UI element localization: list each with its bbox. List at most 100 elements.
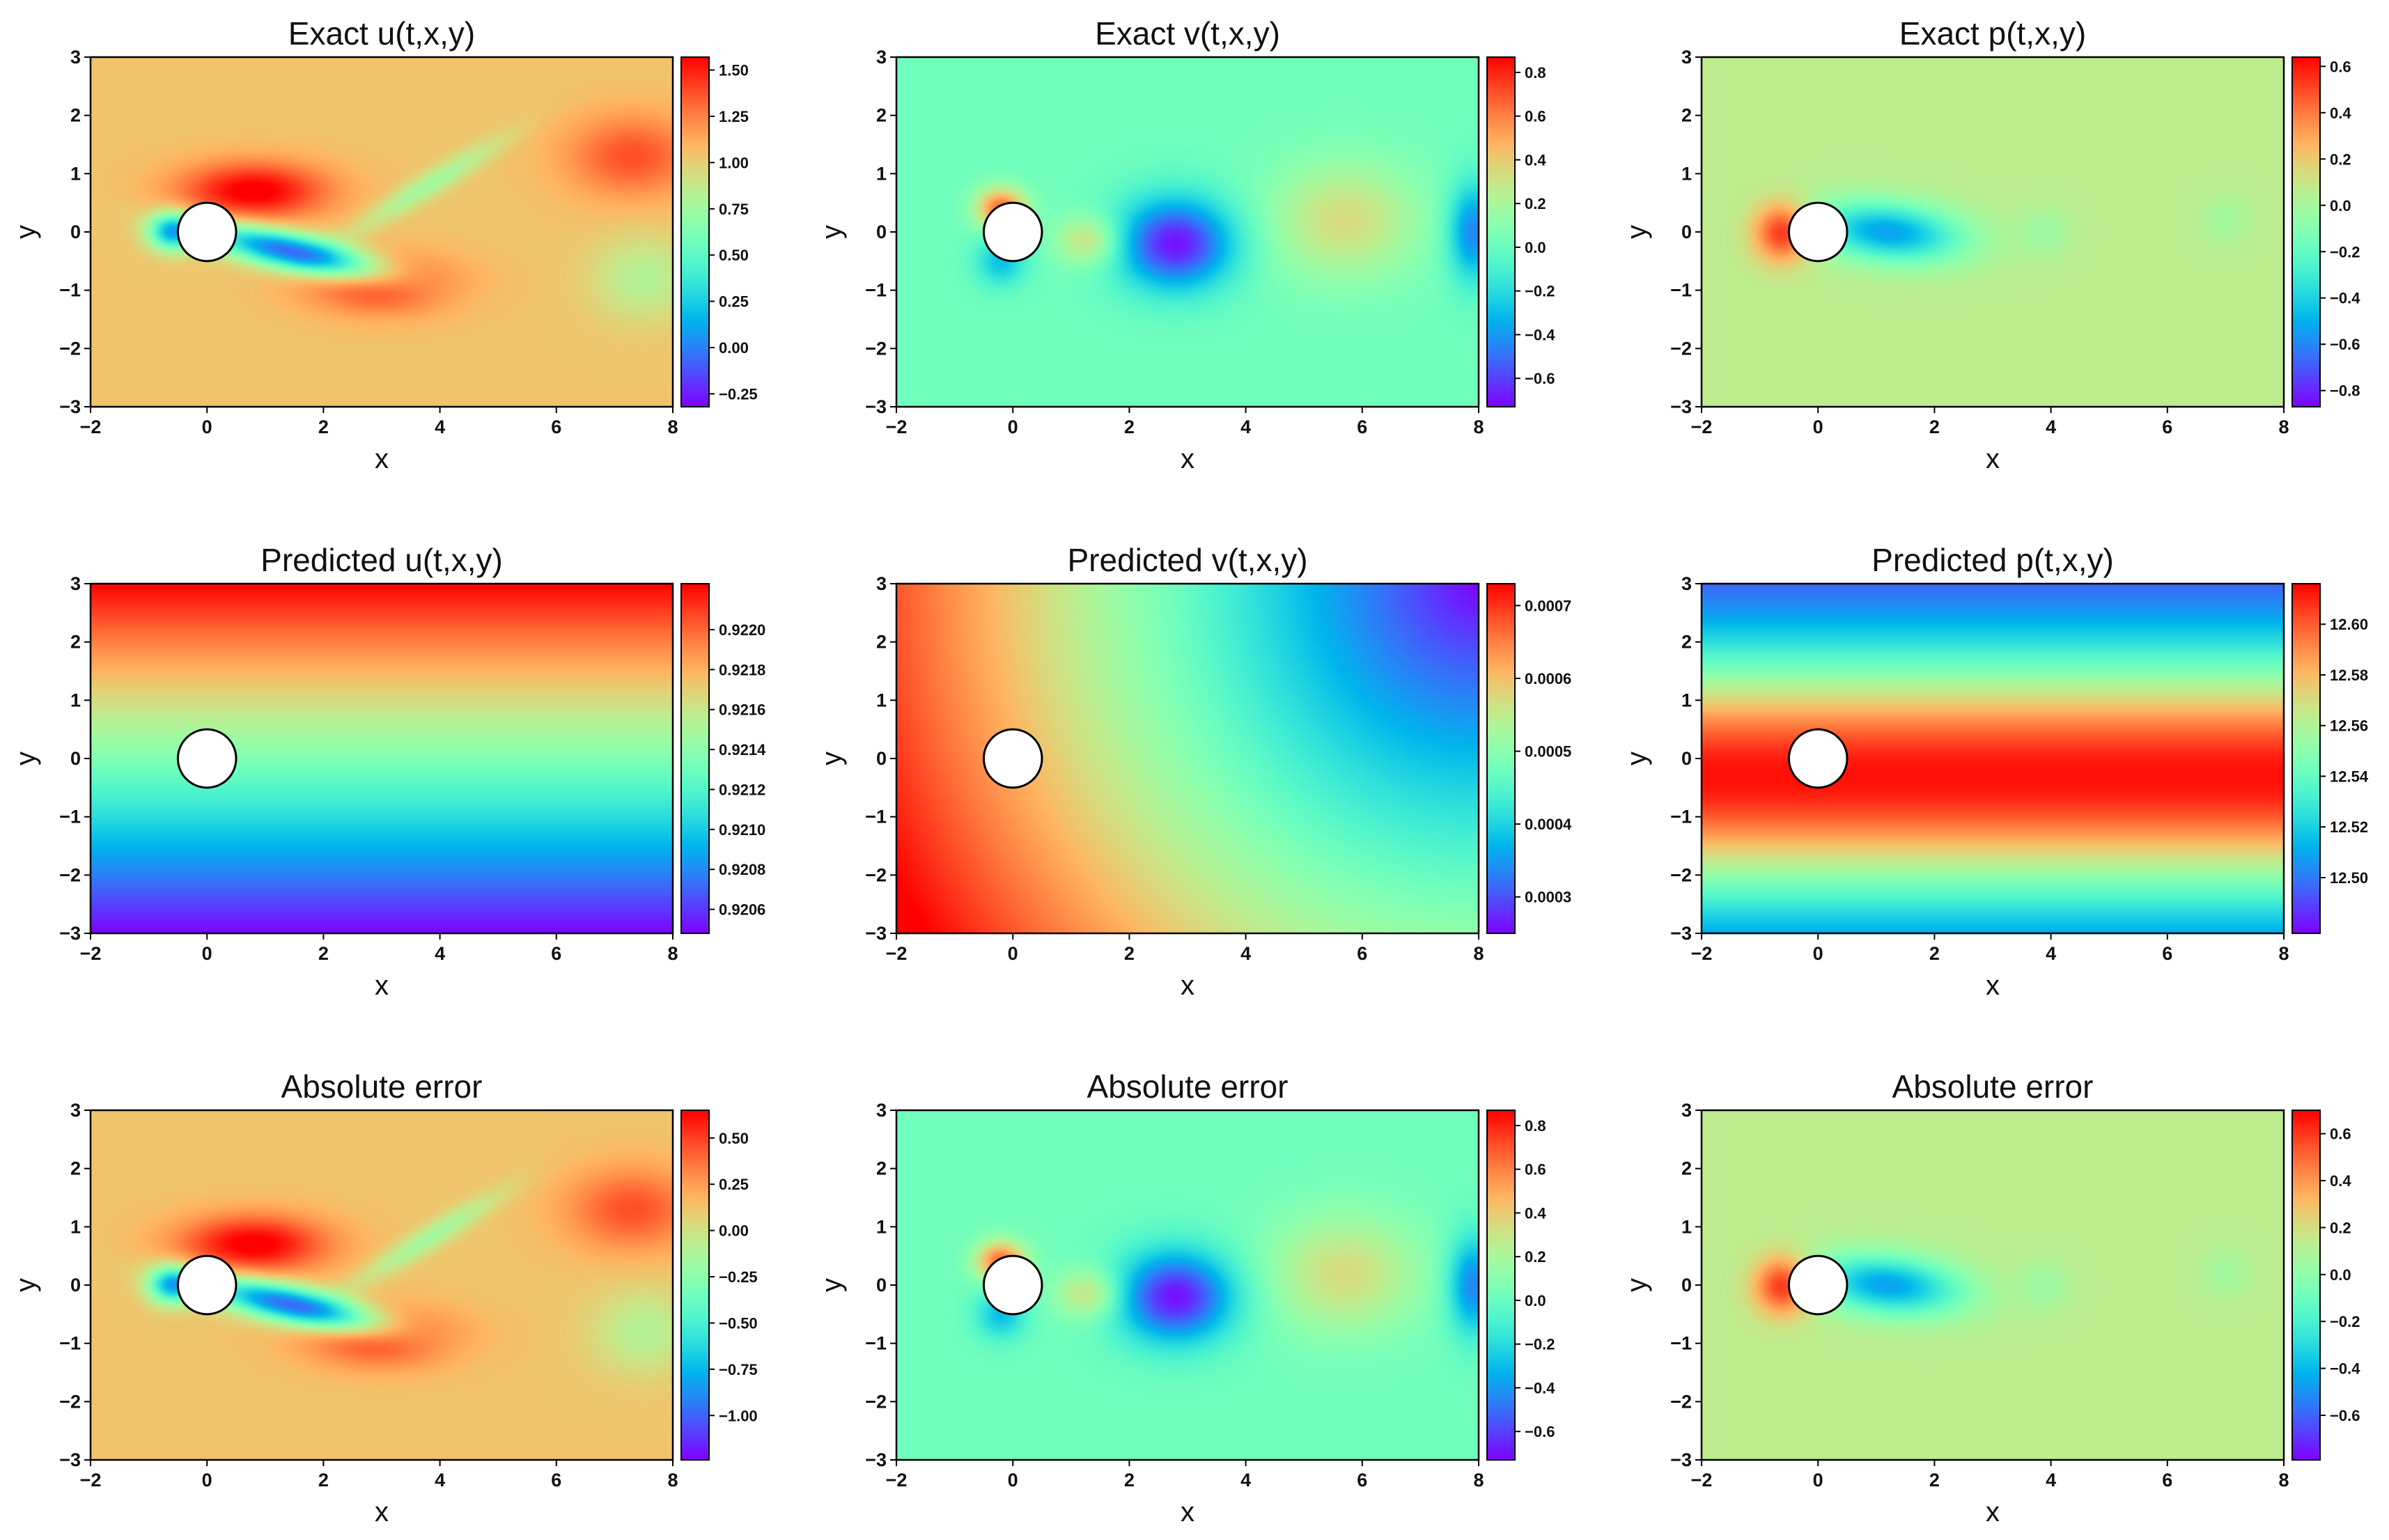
y-tick-label: 2 bbox=[1681, 105, 1692, 126]
colorbar-tick-label: −0.6 bbox=[2330, 336, 2360, 353]
colorbar-tick-label: 12.56 bbox=[2330, 717, 2368, 735]
y-tick-label: −1 bbox=[1670, 807, 1692, 827]
y-axis-label: y bbox=[10, 225, 41, 239]
x-tick-label: 6 bbox=[2162, 417, 2172, 437]
x-tick-label: 4 bbox=[435, 417, 445, 437]
colorbar-tick-label: 0.9210 bbox=[719, 821, 765, 839]
colorbar-tick-label: 0.0005 bbox=[1525, 743, 1571, 761]
cylinder-obstacle bbox=[176, 1254, 238, 1316]
y-tick-label: 0 bbox=[70, 748, 81, 769]
colorbar-tick-label: 1.50 bbox=[719, 62, 749, 79]
y-tick-label: −3 bbox=[59, 1449, 81, 1470]
x-tick-label: 0 bbox=[1008, 417, 1018, 437]
x-tick-label: 2 bbox=[1929, 943, 1940, 964]
x-tick-label: 0 bbox=[1813, 1470, 1823, 1491]
y-axis-label: y bbox=[10, 1278, 41, 1292]
colorbar-tick-label: 0.6 bbox=[2330, 58, 2351, 75]
x-tick-label: −2 bbox=[1691, 1470, 1713, 1491]
colorbar bbox=[2291, 56, 2321, 407]
colorbar bbox=[1486, 583, 1516, 934]
x-tick-label: −2 bbox=[80, 1470, 102, 1491]
colorbar-tick-label: 0.4 bbox=[2330, 1172, 2351, 1190]
colorbar-tick-label: 0.9208 bbox=[719, 861, 765, 878]
y-tick-label: 0 bbox=[876, 748, 887, 769]
colorbar-tick-label: 0.6 bbox=[2330, 1126, 2351, 1143]
colorbar-tick-label: 0.25 bbox=[719, 1176, 749, 1193]
x-tick-label: 0 bbox=[1008, 943, 1018, 964]
colorbar-tick-label: 0.8 bbox=[1525, 1117, 1546, 1135]
y-tick-label: −1 bbox=[865, 1333, 887, 1354]
colorbar bbox=[680, 56, 710, 407]
y-tick-label: 1 bbox=[70, 1216, 81, 1237]
y-tick-label: −1 bbox=[59, 1333, 81, 1354]
x-tick-label: 4 bbox=[2046, 1470, 2056, 1491]
colorbar-tick-label: 0.2 bbox=[1525, 1248, 1546, 1266]
colorbar-tick-label: 0.9206 bbox=[719, 901, 765, 919]
cylinder-obstacle bbox=[1787, 728, 1849, 789]
cylinder-obstacle bbox=[1787, 201, 1849, 263]
x-tick-label: 8 bbox=[1473, 1470, 1484, 1491]
panel-title: Predicted v(t,x,y) bbox=[1067, 542, 1307, 578]
colorbar bbox=[2291, 1110, 2321, 1461]
y-axis-label: y bbox=[816, 752, 847, 765]
colorbar-tick-label: 12.50 bbox=[2330, 869, 2368, 887]
y-tick-label: −1 bbox=[865, 280, 887, 301]
x-tick-label: 2 bbox=[318, 417, 329, 437]
y-tick-label: −2 bbox=[1670, 1391, 1692, 1412]
y-tick-label: −2 bbox=[1670, 338, 1692, 359]
colorbar-tick-label: 0.9214 bbox=[719, 741, 766, 759]
colorbar-tick-label: −0.8 bbox=[2330, 382, 2360, 400]
y-tick-label: −3 bbox=[865, 923, 887, 944]
colorbar-tick-label: 0.75 bbox=[719, 201, 749, 218]
x-axis-label: x bbox=[1181, 970, 1194, 1001]
y-tick-label: 2 bbox=[70, 1158, 81, 1179]
y-tick-label: −2 bbox=[865, 864, 887, 885]
y-tick-label: 2 bbox=[1681, 1158, 1692, 1179]
x-tick-label: 6 bbox=[551, 943, 561, 964]
y-tick-label: 1 bbox=[876, 163, 887, 184]
x-tick-label: 0 bbox=[1813, 417, 1823, 437]
x-tick-label: 4 bbox=[1240, 417, 1251, 437]
y-tick-label: −1 bbox=[1670, 280, 1692, 301]
x-tick-label: 2 bbox=[1929, 1470, 1940, 1491]
colorbar-tick-label: −0.6 bbox=[1525, 1423, 1555, 1440]
x-tick-label: 2 bbox=[1929, 417, 1940, 437]
y-tick-label: 3 bbox=[1681, 47, 1692, 68]
y-tick-label: −1 bbox=[865, 807, 887, 827]
colorbar-tick-label: 0.4 bbox=[1525, 151, 1546, 169]
x-tick-label: 8 bbox=[1473, 417, 1484, 437]
y-tick-label: 0 bbox=[876, 221, 887, 242]
x-tick-label: 4 bbox=[1240, 1470, 1251, 1491]
x-axis-label: x bbox=[1181, 1497, 1194, 1527]
colorbar-tick-label: 0.50 bbox=[719, 1130, 749, 1147]
colorbar bbox=[2291, 583, 2321, 934]
y-tick-label: 2 bbox=[70, 105, 81, 126]
x-tick-label: 2 bbox=[1124, 417, 1135, 437]
colorbar bbox=[680, 1110, 710, 1461]
x-tick-label: 2 bbox=[318, 943, 329, 964]
y-tick-label: −2 bbox=[1670, 864, 1692, 885]
panel-title: Absolute error bbox=[281, 1068, 483, 1105]
colorbar-tick-label: 0.4 bbox=[2330, 104, 2351, 122]
x-tick-label: 4 bbox=[435, 1470, 445, 1491]
y-tick-label: 1 bbox=[1681, 163, 1692, 184]
y-tick-label: 0 bbox=[1681, 748, 1692, 769]
colorbar-tick-label: −0.75 bbox=[719, 1361, 758, 1378]
x-tick-label: −2 bbox=[80, 943, 102, 964]
colorbar-tick-label: 12.52 bbox=[2330, 818, 2368, 836]
y-tick-label: −2 bbox=[59, 864, 81, 885]
x-tick-label: 0 bbox=[202, 943, 212, 964]
x-tick-label: 0 bbox=[202, 1470, 212, 1491]
x-tick-label: 6 bbox=[1357, 943, 1367, 964]
x-tick-label: 8 bbox=[2278, 943, 2289, 964]
x-tick-label: −2 bbox=[80, 417, 102, 437]
colorbar-tick-label: 0.0 bbox=[2330, 1266, 2351, 1284]
x-tick-label: 0 bbox=[1008, 1470, 1018, 1491]
x-tick-label: −2 bbox=[886, 417, 908, 437]
